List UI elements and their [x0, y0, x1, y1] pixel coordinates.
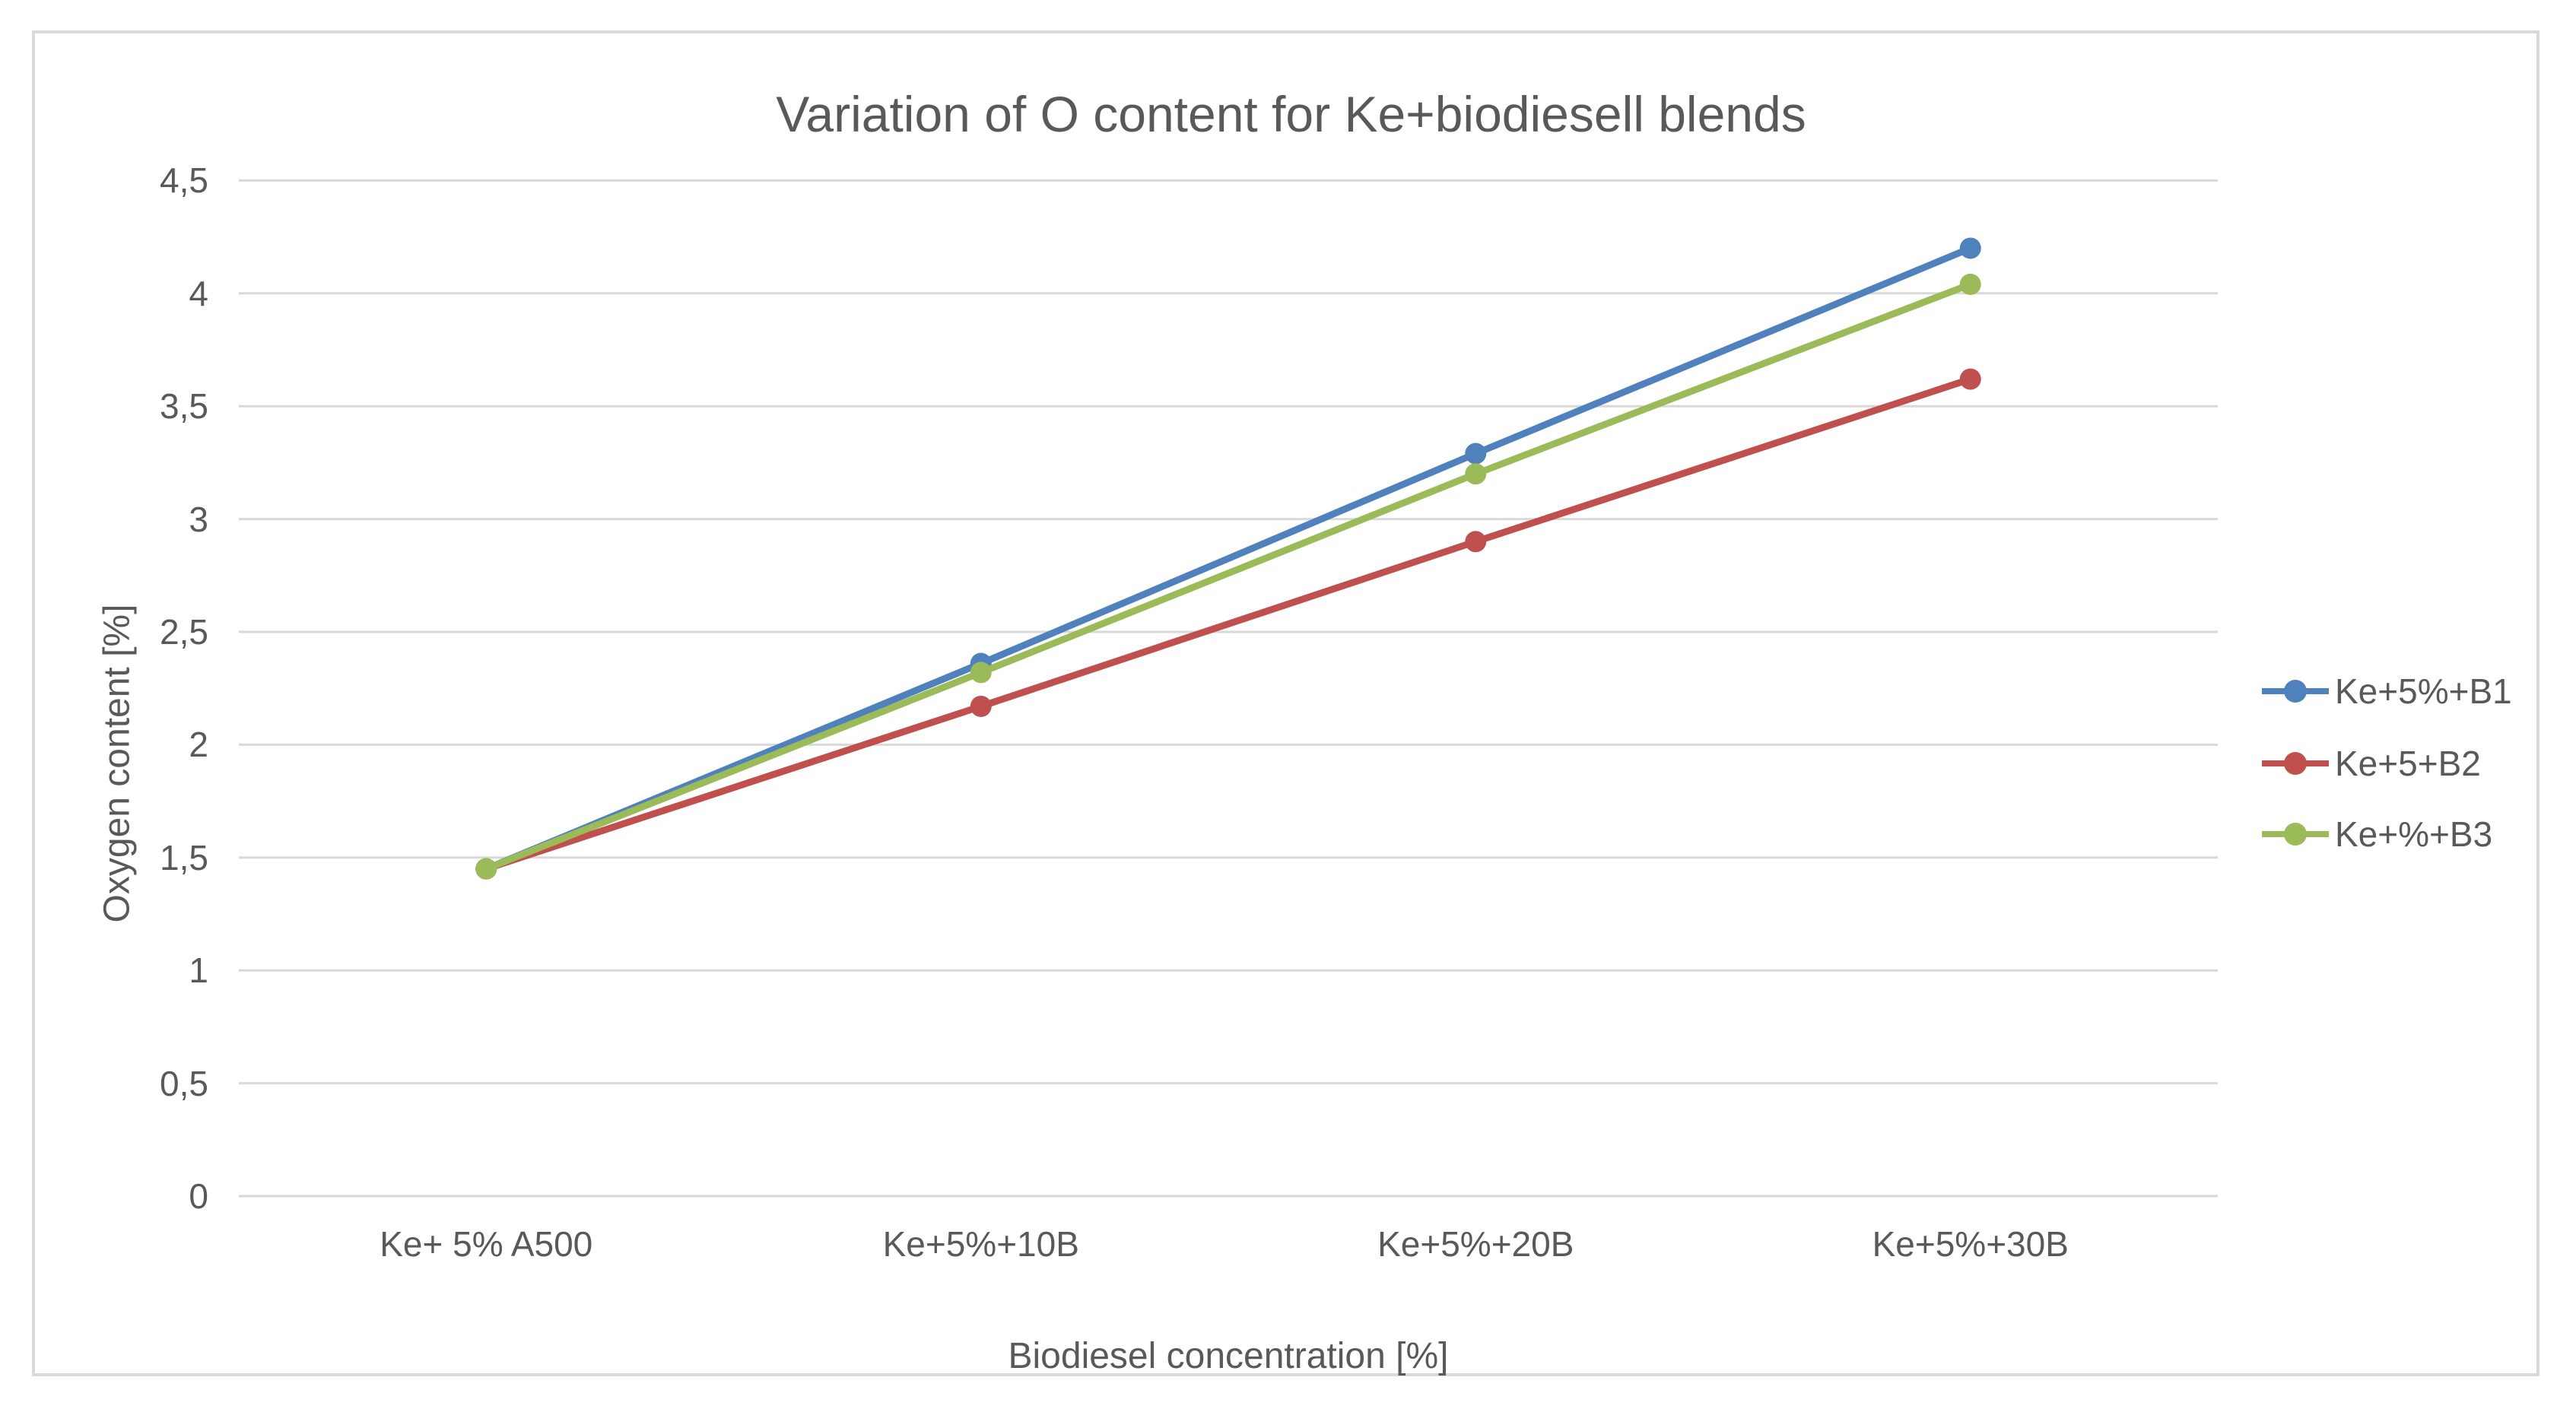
data-point-marker-s0-p3: [1959, 237, 1981, 259]
y-tick-label-1,5: 1,5: [160, 837, 208, 877]
plot-area: [239, 179, 2218, 1198]
y-tick-label-2: 2: [189, 725, 208, 765]
y-tick-label-4: 4: [189, 273, 208, 313]
legend-item-1: Ke+5+B2: [2262, 743, 2481, 784]
x-category-label-0: Ke+ 5% A500: [380, 1224, 593, 1264]
data-point-marker-s2-p3: [1959, 273, 1981, 295]
series-line-1: [482, 376, 1974, 873]
data-point-marker-s0-p2: [1465, 443, 1487, 465]
data-point-marker-s1-p2: [1465, 531, 1487, 553]
data-point-marker-s2-p2: [1465, 463, 1487, 485]
chart-frame: Variation of O content for Ke+biodiesell…: [32, 30, 2539, 1376]
legend-label: Ke+5%+B1: [2335, 671, 2512, 711]
chart-title: Variation of O content for Ke+biodiesell…: [776, 86, 1806, 142]
x-category-label-3: Ke+5%+30B: [1872, 1224, 2069, 1264]
y-tick-label-4,5: 4,5: [160, 160, 208, 201]
legend-line-marker-icon: [2262, 822, 2329, 846]
x-category-label-2: Ke+5%+20B: [1377, 1224, 1574, 1264]
y-tick-label-3: 3: [189, 499, 208, 539]
data-point-marker-s1-p3: [1959, 368, 1981, 390]
series-line-0: [482, 244, 1974, 873]
data-point-marker-s1-p1: [970, 695, 992, 717]
data-point-marker-s2-p1: [970, 662, 992, 684]
x-axis-title: Biodiesel concentration [%]: [1008, 1336, 1449, 1376]
y-tick-label-0,5: 0,5: [160, 1063, 208, 1103]
y-tick-label-2,5: 2,5: [160, 612, 208, 652]
y-tick-label-3,5: 3,5: [160, 386, 208, 427]
legend-label: Ke+%+B3: [2335, 814, 2493, 854]
legend-item-0: Ke+5%+B1: [2262, 671, 2512, 712]
legend-item-2: Ke+%+B3: [2262, 814, 2492, 855]
legend-label: Ke+5+B2: [2335, 744, 2481, 783]
series-line-2: [482, 281, 1974, 873]
data-point-marker-s2-p0: [475, 858, 497, 880]
legend-line-marker-icon: [2262, 751, 2329, 776]
legend-line-marker-icon: [2262, 679, 2329, 703]
x-category-label-1: Ke+5%+10B: [882, 1224, 1079, 1264]
y-tick-label-1: 1: [189, 950, 208, 991]
y-tick-label-0: 0: [189, 1176, 208, 1216]
